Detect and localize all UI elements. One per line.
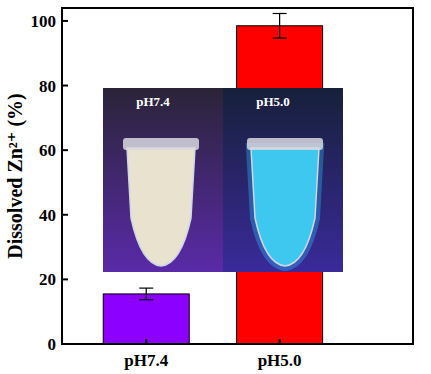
y-tick-label: 0	[48, 335, 57, 354]
photo-left	[103, 88, 223, 272]
inset-label: pH5.0	[256, 94, 290, 109]
error-bar	[273, 13, 287, 38]
y-tick	[62, 149, 68, 151]
plot-frame	[62, 8, 413, 344]
error-bar	[139, 288, 153, 300]
y-tick-label: 40	[39, 206, 56, 225]
inset-photo: pH7.4 pH5.0	[103, 88, 343, 272]
y-tick-label: 20	[39, 270, 56, 289]
y-tick	[62, 343, 68, 345]
tube-cap	[123, 138, 199, 150]
tube-cap	[247, 138, 323, 150]
x-tick	[279, 339, 281, 344]
bars	[103, 13, 322, 344]
y-tick-label: 100	[31, 12, 57, 31]
chart: pH7.4 pH5.0 0 20 40 60 80 100 pH7.4 pH5.0 Dissolve…	[0, 0, 431, 374]
y-axis-title: Dissolved Zn²⁺ (%)	[4, 93, 27, 258]
photo-right	[223, 88, 343, 272]
y-tick	[62, 20, 68, 22]
inset-label: pH7.4	[136, 94, 170, 109]
tube	[127, 148, 195, 266]
y-tick	[62, 85, 68, 87]
x-tick	[145, 339, 147, 344]
y-tick	[62, 214, 68, 216]
tube	[251, 148, 319, 266]
y-tick-label: 80	[39, 77, 56, 96]
x-tick-label: pH5.0	[258, 351, 302, 370]
bar	[237, 26, 323, 344]
bar	[103, 294, 189, 344]
x-tick-label: pH7.4	[124, 351, 168, 370]
y-tick	[62, 278, 68, 280]
y-tick-label: 60	[39, 141, 56, 160]
